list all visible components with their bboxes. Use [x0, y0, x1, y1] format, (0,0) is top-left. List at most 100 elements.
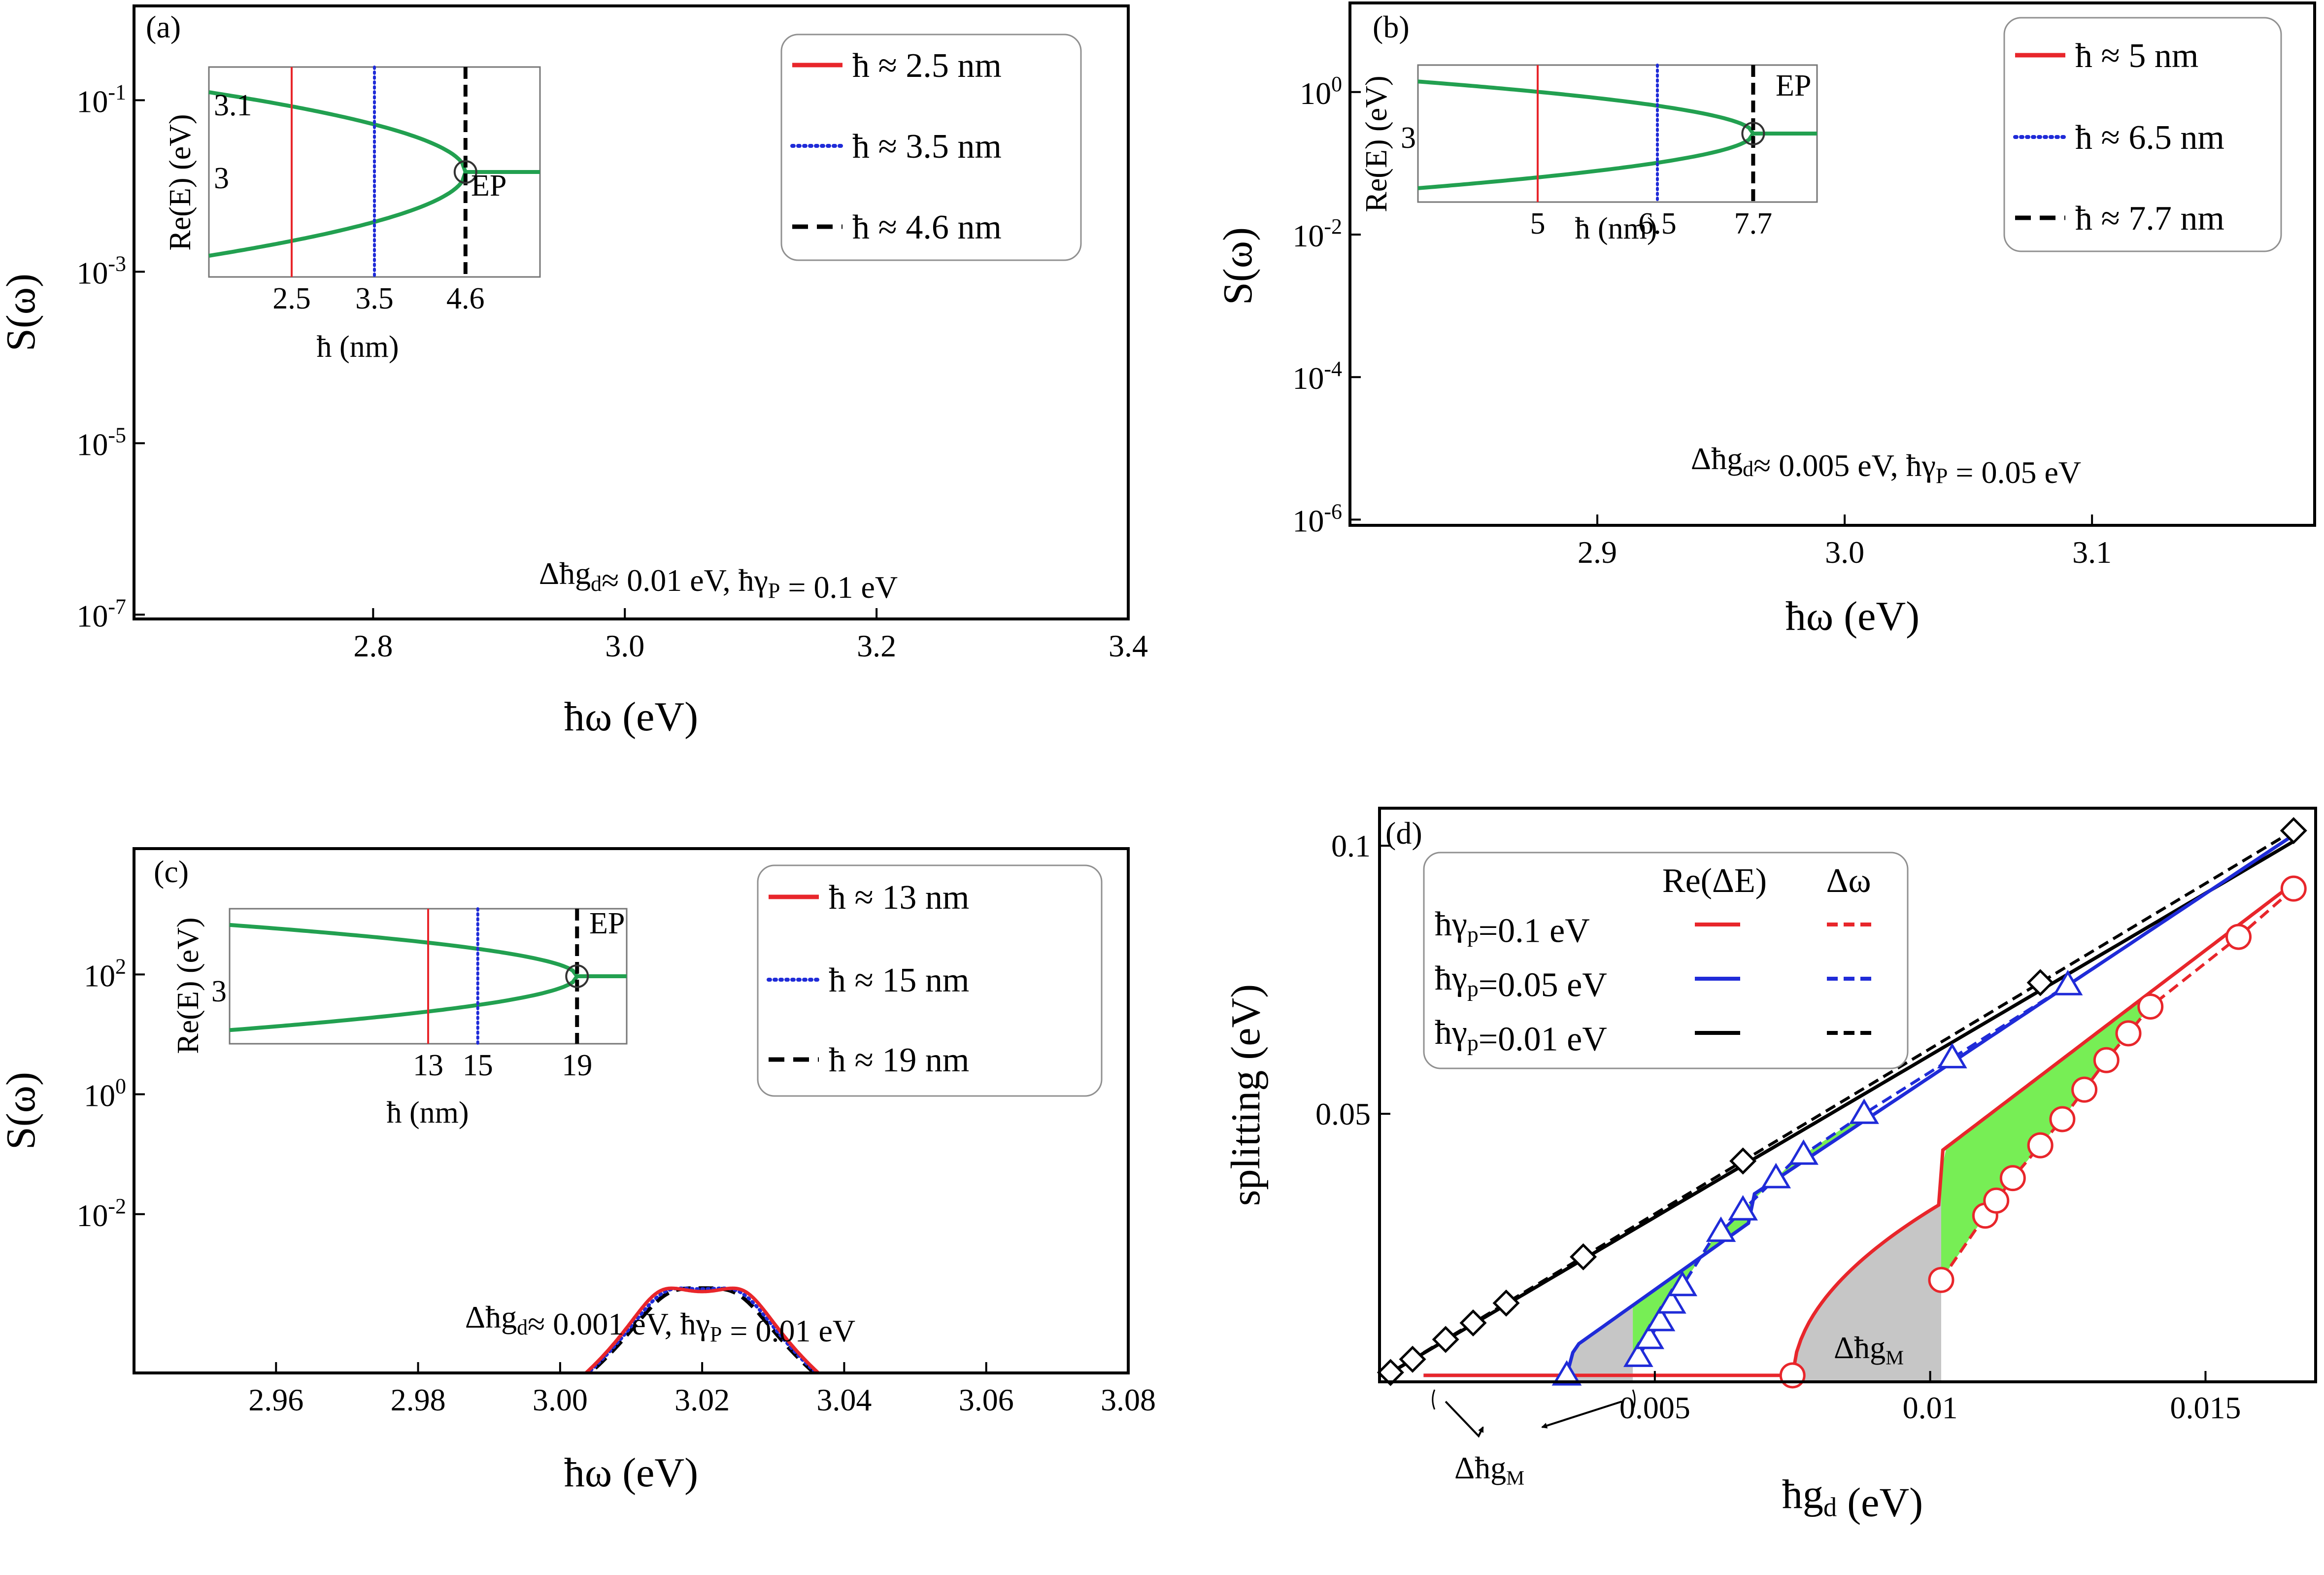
- pb-inset-ep-circle: [1741, 122, 1765, 145]
- panel-c-inset-ytick: 3: [211, 975, 227, 1008]
- panel-d-marker-triangle: [1667, 1270, 1698, 1297]
- pc-x-tick-label: 3.08: [1101, 1382, 1156, 1417]
- panel-d-marker-circle: [1779, 1362, 1806, 1389]
- panel-d-marker-triangle: [1937, 1043, 1967, 1068]
- panel-d-marker-diamond: [1459, 1309, 1487, 1337]
- panel-d-ylabel: splitting (eV): [1223, 984, 1269, 1206]
- pb-y-tick-label: 10-4: [1292, 357, 1342, 396]
- panel-d-marker-diamond: [1729, 1147, 1757, 1175]
- panel-a-legend-box: [780, 34, 1082, 261]
- panel-d-marker-diamond: [1432, 1326, 1459, 1353]
- panel-d-arrow-right: [1541, 1401, 1622, 1429]
- panel-b-xlabel: ħω (eV): [1785, 593, 1920, 639]
- panel-d-marker-triangle: [1551, 1360, 1582, 1386]
- panel-d-annotation-2: ΔħgM: [1454, 1450, 1524, 1489]
- panel-d-marker-triangle: [1728, 1195, 1758, 1221]
- pa-x-tick-label: 2.8: [353, 628, 393, 663]
- panel-c-legend-entry: ħ ≈ 15 nm: [829, 961, 969, 999]
- pb-x-tick-label: 3.1: [2072, 535, 2112, 570]
- panel-d-marker-diamond: [1377, 1359, 1404, 1386]
- pa-x-tick-label: 3.4: [1109, 628, 1148, 663]
- panel-a-inset-ytick: 3: [214, 162, 229, 195]
- panel-b-y-ticks: 10-6 10-4 10-2 100: [1292, 72, 1361, 538]
- panel-c-inset-ylabel: Re(E) (eV): [171, 917, 205, 1054]
- pa-inset-x-tick-label: 3.5: [355, 282, 394, 315]
- panel-a-annotation: Δħgd≈ 0.01 eV, ħγP = 0.1 eV: [539, 556, 898, 605]
- panel-d-marker-circle: [2093, 1047, 2120, 1073]
- pc-x-tick-label: 3.00: [533, 1382, 588, 1417]
- panel-c-xlabel: ħω (eV): [564, 1450, 698, 1496]
- panel-c-inset-ep-label: EP: [589, 907, 625, 940]
- panel-a-frame: [133, 4, 1130, 620]
- panel-d-marker-diamond: [2280, 817, 2307, 845]
- panel-a-legend-entry: ħ ≈ 2.5 nm: [852, 47, 1002, 85]
- panel-a-inset-lines: [208, 66, 540, 278]
- panel-d-marker-triangle: [1706, 1216, 1736, 1242]
- pc-series-group: [583, 1286, 821, 1373]
- pa-inset-upper-branch: [208, 90, 540, 174]
- panel-b-inset-xlabel: ħ (nm): [1575, 212, 1657, 245]
- panel-a: 2.8 3.0 3.2 3.4 10-7 10-5 10-3 10-1 ħω (eV) S(…: [0, 4, 1148, 740]
- pb-x-tick-label: 3.0: [1825, 535, 1864, 570]
- panel-d-marker-circle: [2280, 875, 2307, 902]
- panel-d-marker-diamond: [1399, 1345, 1426, 1373]
- panel-b-inset-ytick: 3: [1401, 121, 1416, 155]
- pa-inset-ep-circle: [453, 160, 477, 184]
- panel-b-legend-entry: ħ ≈ 5 nm: [2075, 37, 2198, 75]
- panel-a-x-ticks: 2.8 3.0 3.2 3.4: [353, 608, 1148, 663]
- panel-d-red-gray-region: [1792, 1171, 1941, 1382]
- pc-inset-x-tick-label: 13: [413, 1049, 443, 1082]
- panel-d-marker-circle: [2225, 924, 2252, 950]
- panel-c-legend-entry: ħ ≈ 19 nm: [829, 1041, 969, 1079]
- panel-d-annotation: ΔħgM: [1834, 1330, 1904, 1369]
- pc-inset-upper-branch: [229, 923, 627, 978]
- panel-d-series-red-re: [1423, 882, 2295, 1377]
- pb-inset-x-tick-label: 6.5: [1638, 207, 1677, 240]
- pc-inset-x-tick-label: 19: [562, 1049, 592, 1082]
- pa-inset-x-tick-label: 4.6: [446, 282, 485, 315]
- panel-a-inset-ep-label: EP: [471, 169, 506, 203]
- panel-d-marker-circle: [2049, 1106, 2076, 1132]
- pa-inset-x-tick-label: 2.5: [272, 282, 311, 315]
- pc-series-black: [587, 1286, 817, 1373]
- pa-y-tick-label: 10-5: [76, 423, 126, 462]
- panel-d-marker-triangle: [1849, 1098, 1879, 1124]
- pc-y-tick-label: 10-2: [76, 1194, 126, 1233]
- panel-a-inset: 2.5 3.5 4.6 3.1 3 Re(E) (eV) ħ (nm) EP: [164, 66, 541, 364]
- panel-d-legend-row: ħγp=0.01 eV: [1435, 1014, 1607, 1059]
- pa-x-tick-label: 3.0: [605, 628, 644, 663]
- panel-c-inset-xlabel: ħ (nm): [386, 1096, 469, 1130]
- panel-d-delta-arrows: [1432, 1389, 1636, 1438]
- panel-d-marker-circle: [2137, 993, 2164, 1020]
- panel-c-legend-box: [757, 864, 1103, 1097]
- panel-d-y-ticks: 0.05 0.1: [1315, 828, 1390, 1131]
- panel-d-arrow-left: [1445, 1401, 1484, 1438]
- pc-x-tick-label: 3.02: [674, 1382, 730, 1417]
- panel-d-marker-triangle: [1761, 1163, 1791, 1189]
- pb-inset-x-tick-label: 7.7: [1734, 207, 1773, 240]
- panel-b: 2.9 3.0 3.1 10-6 10-4 10-2 100 ħω (eV) S(ω) (…: [1215, 1, 2316, 639]
- pa-y-tick-label: 10-7: [76, 594, 126, 633]
- panel-d-plot-area: [1377, 817, 2307, 1389]
- panel-b-inset-lines: [1417, 64, 1817, 204]
- panel-d-legend: Re(ΔE) Δω ħγp=0.1 eV ħγp=0.05 eV ħγp=0.0…: [1423, 852, 1909, 1069]
- panel-a-legend-entry: ħ ≈ 3.5 nm: [852, 128, 1002, 166]
- panel-c-frame: [133, 847, 1130, 1374]
- pb-y-tick-label: 10-6: [1292, 499, 1342, 538]
- pc-series-red: [583, 1286, 821, 1373]
- panel-d-bracket: [1632, 1389, 1636, 1410]
- panel-b-inset-ylabel: Re(E) (eV): [1360, 75, 1393, 212]
- pc-x-tick-label: 3.04: [816, 1382, 872, 1417]
- panel-d-x-tick-label: 0.01: [1903, 1390, 1958, 1425]
- panel-d-legend-row: ħγp=0.1 eV: [1435, 905, 1590, 950]
- panel-a-y-ticks: 10-7 10-5 10-3 10-1: [76, 80, 145, 633]
- panel-a-inset-ticks: 2.5 3.5 4.6: [272, 282, 484, 315]
- panel-d-blue-gray-region: [1567, 1305, 1633, 1382]
- pc-x-tick-label: 2.98: [391, 1382, 446, 1417]
- panel-d-marker-diamond: [1492, 1289, 1520, 1317]
- panel-b-inset-ticks: 5 6.5 7.7: [1530, 207, 1773, 240]
- panel-d-marker-circle: [2071, 1076, 2098, 1103]
- panel-b-label: (b): [1373, 9, 1410, 44]
- panel-d-marker-circle: [2115, 1020, 2142, 1047]
- panel-d-label: (d): [1385, 816, 1422, 851]
